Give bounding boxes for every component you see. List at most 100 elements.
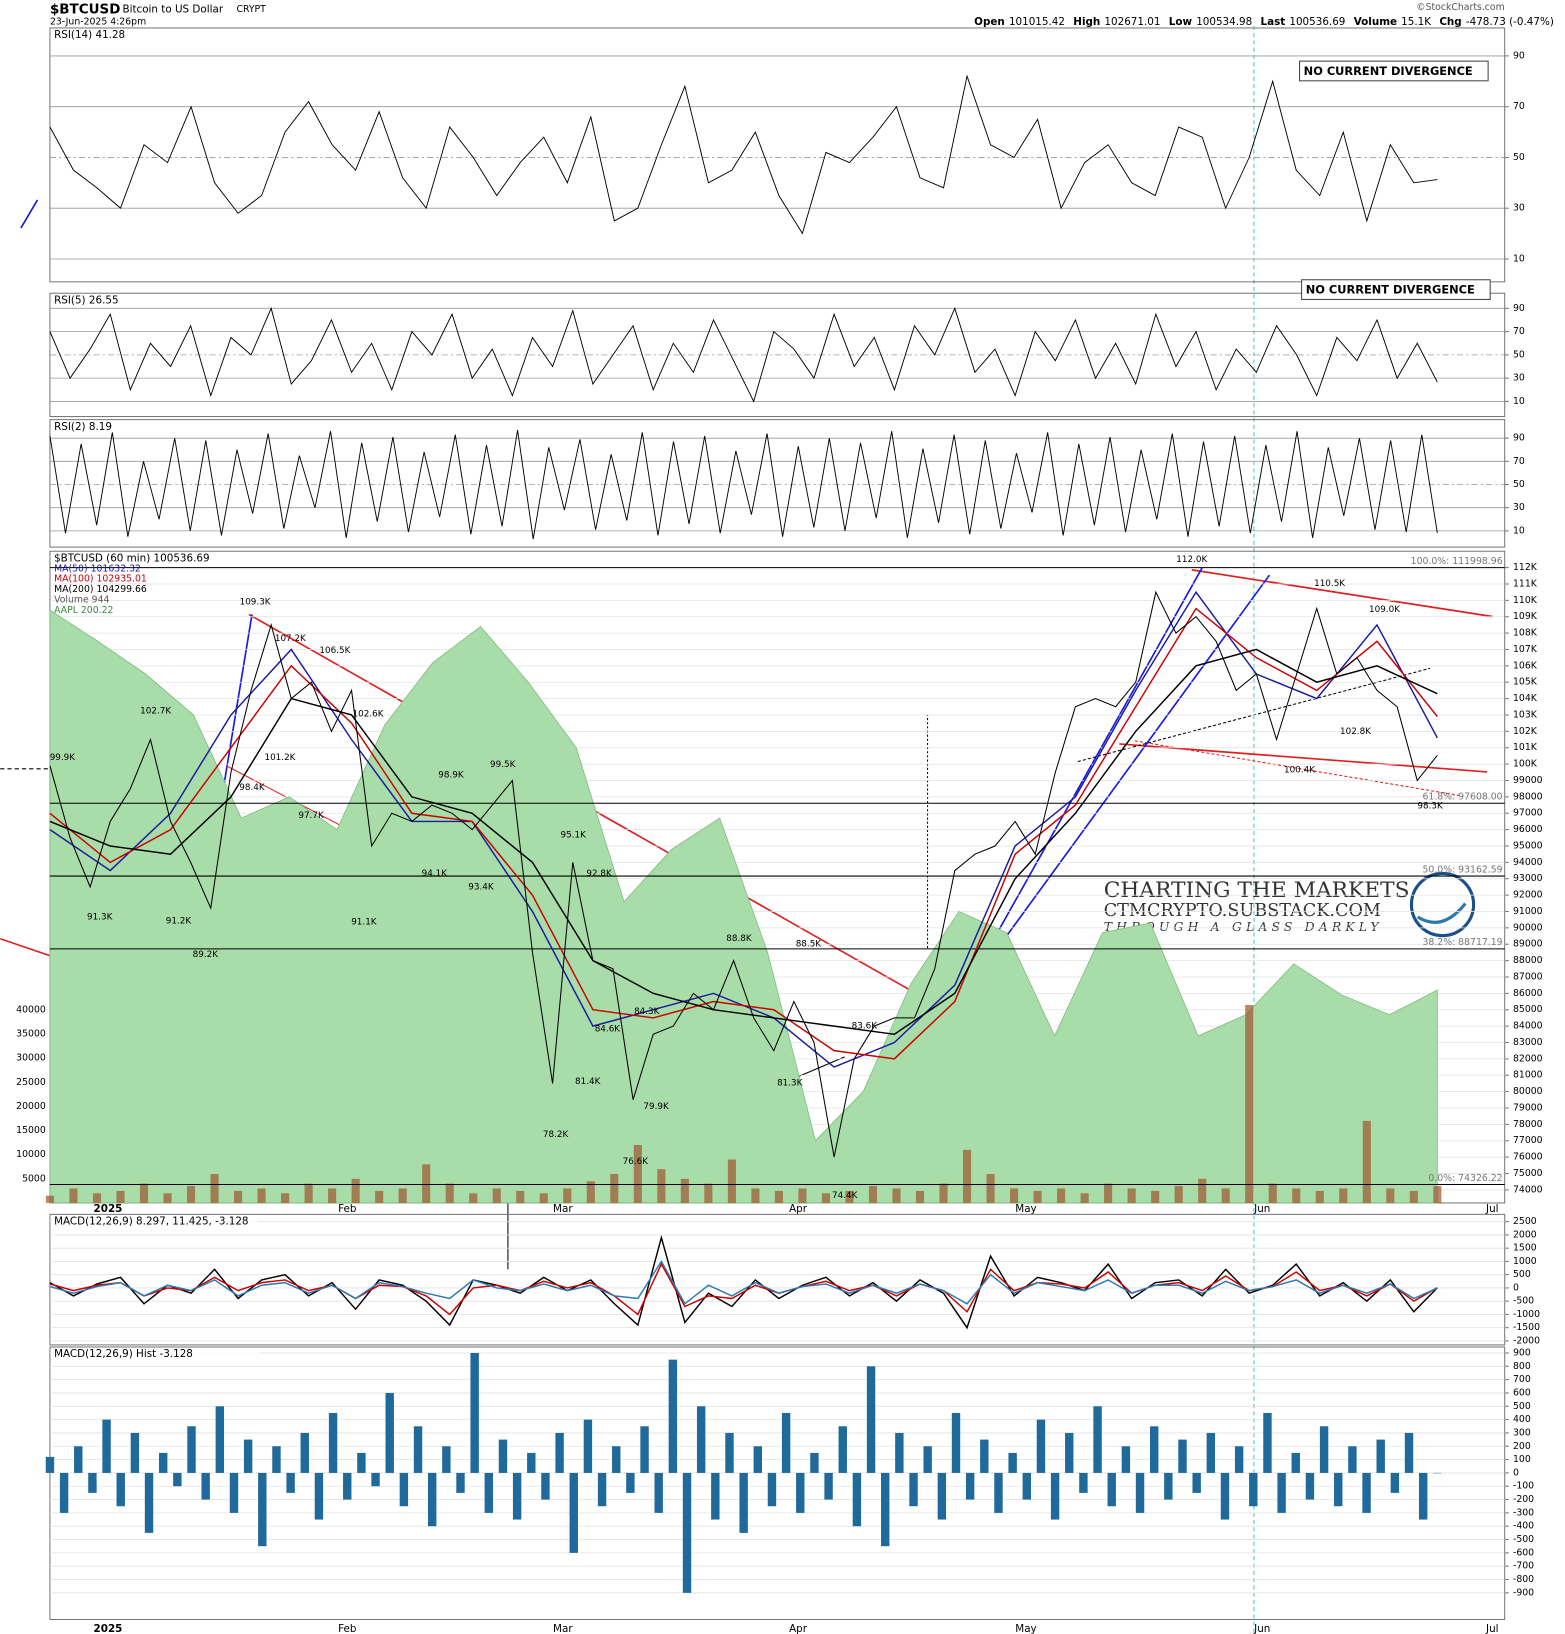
y-tick-label: 102K (1513, 726, 1538, 737)
hist-bar (824, 1472, 833, 1500)
hist-bar (909, 1472, 918, 1507)
x-tick-label: Mar (553, 1203, 573, 1215)
stat-label: Low (1169, 16, 1193, 28)
legend-entry: MA(50) 101632.32 (54, 563, 141, 574)
hist-bar (1234, 1446, 1244, 1473)
hist-bar (612, 1446, 621, 1473)
x-tick-label: 2025 (94, 1203, 123, 1215)
y-tick-label: 101K (1513, 742, 1538, 753)
price-annotation: 88.5K (796, 939, 822, 949)
volume-tick-label: 10000 (16, 1149, 46, 1160)
legend-entry: MA(100) 102935.01 (54, 574, 147, 585)
y-tick-label: 90000 (1513, 922, 1543, 933)
volume-bar (281, 1193, 290, 1203)
x-tick-label: Mar (553, 1623, 573, 1634)
volume-tick-label: 30000 (16, 1053, 46, 1064)
y-tick-label: 75000 (1513, 1168, 1543, 1179)
legend-entry: AAPL 200.22 (54, 605, 113, 616)
y-tick-label: 82000 (1513, 1053, 1543, 1064)
hist-bar (1107, 1472, 1116, 1507)
price-annotation: 98.4K (239, 783, 265, 793)
volume-bar (92, 1193, 102, 1203)
y-tick-label: 70 (1513, 326, 1525, 337)
price-annotation: 93.4K (468, 882, 494, 892)
hist-bar (328, 1412, 338, 1473)
y-tick-label: 30 (1513, 203, 1525, 214)
note-box (1301, 279, 1491, 300)
y-tick-label: 2500 (1513, 1216, 1537, 1227)
volume-bar (1127, 1188, 1136, 1203)
hist-bar (923, 1446, 932, 1473)
volume-bar (657, 1169, 666, 1203)
volume-bar (868, 1186, 878, 1203)
hist-bar (1404, 1432, 1414, 1473)
volume-tick-label: 15000 (16, 1125, 46, 1136)
title-bg (50, 1348, 259, 1360)
volume-bar (1362, 1120, 1371, 1203)
volume-tick-label: 40000 (16, 1004, 46, 1015)
price-annotation: 78.2K (543, 1130, 569, 1140)
price-annotation: 91.1K (351, 918, 377, 928)
y-tick-label: 70 (1513, 101, 1525, 112)
volume-bar (234, 1190, 243, 1203)
x-tick-label: Apr (789, 1623, 808, 1634)
price-annotation: 84.3K (634, 1007, 660, 1017)
volume-bar (680, 1178, 689, 1203)
price-annotation: 94.1K (422, 869, 448, 879)
volume-bar (1292, 1188, 1301, 1203)
y-tick-label: 100 (1513, 1454, 1531, 1465)
series-line (49, 1259, 1438, 1305)
volume-bar (821, 1193, 830, 1203)
volume-bar (163, 1193, 172, 1203)
hist-bar (413, 1426, 423, 1473)
price-annotation: 88.8K (726, 934, 752, 944)
fib-label: 38.2%: 88717.19 (1422, 937, 1502, 948)
hist-bar (994, 1472, 1003, 1513)
y-tick-label: 10 (1513, 396, 1525, 407)
x-tick-label: Jul (1485, 1203, 1499, 1215)
price-annotation: 92.8K (586, 869, 612, 879)
price-annotation: 102.7K (140, 706, 171, 716)
date: 23-Jun-2025 4:26pm (50, 16, 146, 27)
y-tick-label: 91000 (1513, 906, 1543, 917)
hist-bar (1022, 1472, 1031, 1500)
y-tick-label: -1000 (1513, 1309, 1540, 1320)
y-tick-label: 96000 (1513, 824, 1543, 835)
y-tick-label: 90 (1513, 433, 1525, 444)
panel-title: RSI(5) 26.55 (54, 294, 118, 306)
panel-title: RSI(2) 8.19 (54, 421, 112, 433)
watermark: CHARTING THE MARKETS AT CTMCRYPTO.SUBSTA… (1104, 871, 1476, 938)
y-tick-label: 0 (1513, 1282, 1519, 1293)
hist-bar (187, 1426, 196, 1473)
price-annotation: 91.2K (166, 917, 192, 927)
price-annotation: 100.4K (1284, 765, 1315, 775)
y-tick-label: 900 (1513, 1347, 1531, 1358)
volume-bar (1057, 1188, 1066, 1203)
price-annotation: 89.2K (193, 950, 219, 960)
volume-tick-label: 35000 (16, 1028, 46, 1039)
hist-bar (951, 1412, 961, 1473)
y-tick-label: 90 (1513, 50, 1525, 61)
volume-bar (375, 1190, 384, 1203)
y-tick-label: 88000 (1513, 955, 1543, 966)
hist-bar (895, 1432, 904, 1473)
price-annotation: 98.3K (1417, 802, 1443, 812)
hist-bar (1135, 1472, 1145, 1513)
volume-bar (892, 1188, 901, 1203)
note-box (1299, 60, 1489, 82)
hist-bar (512, 1472, 522, 1520)
instrument-name: Bitcoin to US Dollar (122, 3, 223, 15)
y-tick-label: 98000 (1513, 791, 1543, 802)
price-annotation: 91.3K (87, 912, 113, 922)
hist-bar (796, 1472, 805, 1513)
y-tick-label: 87000 (1513, 971, 1543, 982)
hist-bar (527, 1452, 536, 1473)
volume-bar (1268, 1183, 1277, 1203)
volume-bar (1080, 1193, 1089, 1203)
price-annotation: 84.6K (595, 1024, 621, 1034)
y-tick-label: 500 (1513, 1401, 1531, 1412)
y-tick-label: 70 (1513, 456, 1525, 467)
volume-bar (751, 1188, 760, 1203)
hist-bar (371, 1472, 380, 1487)
